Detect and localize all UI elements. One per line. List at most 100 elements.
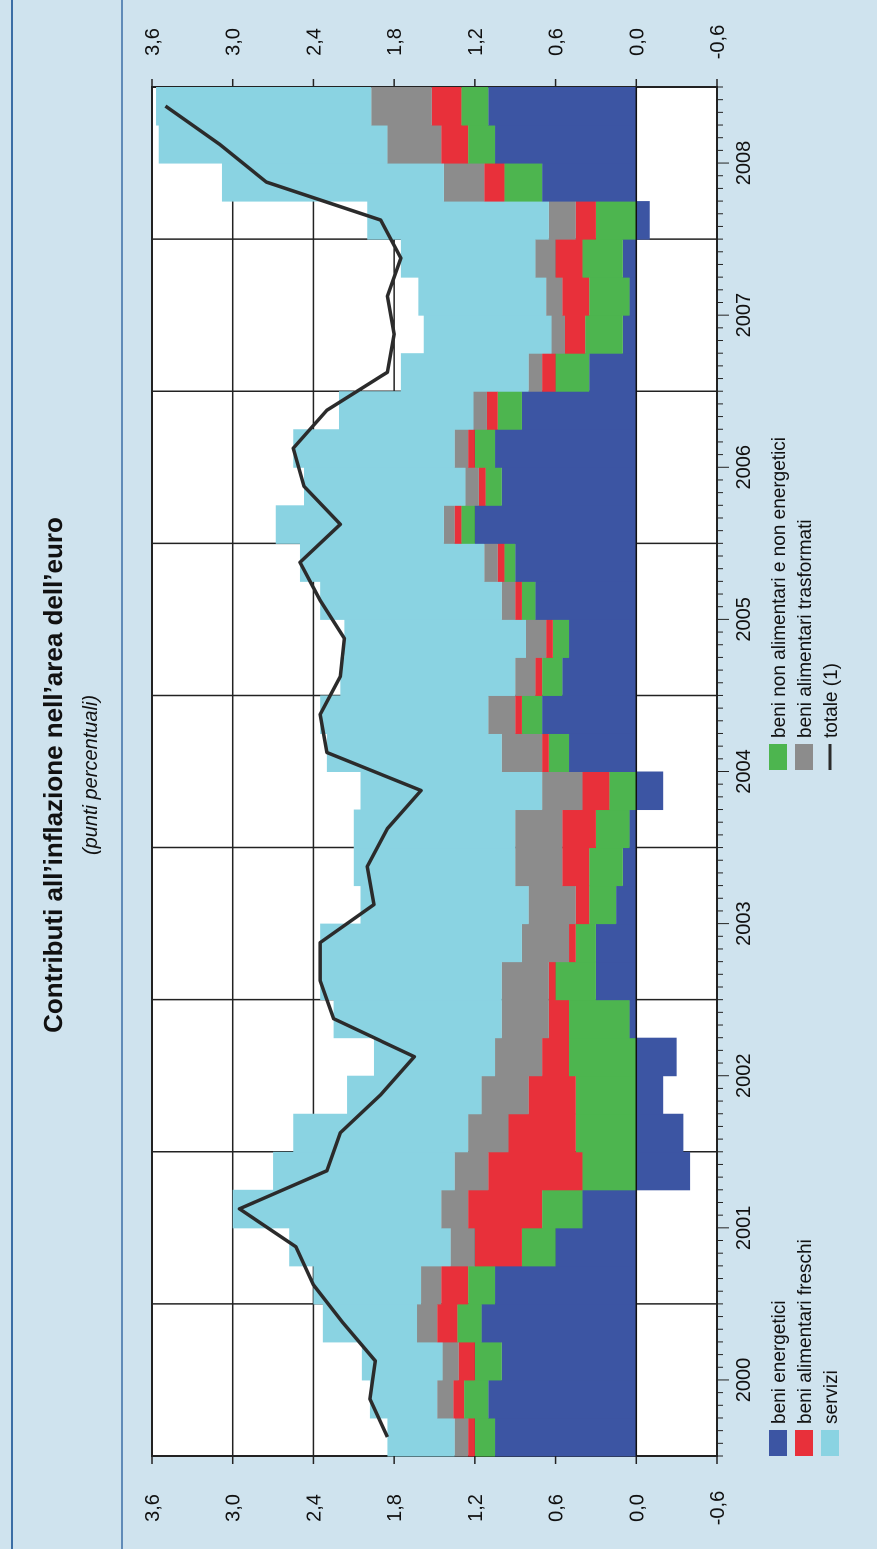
bar-segment-beni_alimentari_trasformati xyxy=(387,125,442,164)
year-tick-label: 2008 xyxy=(733,141,755,186)
legend-label: beni energetici xyxy=(769,1300,790,1424)
bar-segment-beni_alimentari_trasformati xyxy=(442,1341,459,1381)
legend-swatch-beni_alimentari_trasformati xyxy=(795,744,813,770)
bar-segment-beni_alimentari_freschi xyxy=(535,657,543,696)
legend-swatch-servizi xyxy=(821,1430,839,1456)
bar-segment-beni_non_alimentari xyxy=(542,657,563,696)
bar-segment-beni_alimentari_trasformati xyxy=(542,771,583,811)
bar-segment-beni_energetici xyxy=(495,429,637,468)
bar-segment-beni_alimentari_freschi xyxy=(582,771,610,811)
bar-segment-servizi xyxy=(299,543,485,582)
bar-segment-beni_energetici xyxy=(542,163,637,202)
bar-segment-servizi xyxy=(320,961,502,1001)
legend-swatch-beni_energetici xyxy=(769,1430,787,1456)
bar-segment-beni_alimentari_trasformati xyxy=(488,695,516,734)
bar-segment-beni_alimentari_freschi xyxy=(431,87,462,126)
bar-segment-beni_non_alimentari xyxy=(552,619,570,658)
value-tick-label: 1,2 xyxy=(465,1494,487,1522)
bar-segment-beni_non_alimentari xyxy=(521,1227,556,1267)
bar-segment-beni_alimentari_trasformati xyxy=(548,201,576,240)
bar-segment-beni_alimentari_freschi xyxy=(575,201,596,240)
value-tick-label: 0,6 xyxy=(546,28,568,56)
bar-segment-servizi xyxy=(400,353,529,392)
legend-item-beni_alimentari_freschi: beni alimentari freschi xyxy=(795,1239,816,1456)
bar-segment-beni_alimentari_trasformati xyxy=(465,467,479,506)
bar-segment-beni_alimentari_freschi xyxy=(515,695,522,734)
bar-segment-beni_non_alimentari xyxy=(461,505,475,544)
bar-segment-beni_alimentari_trasformati xyxy=(437,1379,454,1419)
bar-segment-beni_alimentari_freschi xyxy=(562,277,590,316)
bar-segment-beni_energetici xyxy=(515,543,637,582)
bar-segment-beni_alimentari_trasformati xyxy=(441,1189,469,1229)
bar-segment-beni_energetici xyxy=(629,277,637,316)
bar-segment-beni_non_alimentari xyxy=(468,1265,496,1305)
bar-segment-beni_non_alimentari xyxy=(474,429,496,468)
bar-segment-beni_non_alimentari xyxy=(575,1113,637,1153)
bar-segment-beni_alimentari_trasformati xyxy=(481,1075,529,1115)
value-tick-label: 1,2 xyxy=(465,28,487,56)
bar-segment-beni_alimentari_trasformati xyxy=(417,1303,438,1343)
bar-segment-beni_alimentari_freschi xyxy=(486,391,498,430)
bar-segment-beni_energetici xyxy=(535,581,637,620)
bar-segment-beni_alimentari_trasformati xyxy=(371,87,432,126)
year-tick-label: 2003 xyxy=(733,901,755,946)
legend-item-totale: totale (1) xyxy=(821,663,842,770)
bar-segment-beni_alimentari_freschi xyxy=(468,1189,543,1229)
value-tick-label: 1,8 xyxy=(384,28,406,56)
bar-segment-beni_non_alimentari xyxy=(589,847,623,887)
value-tick-label: 1,8 xyxy=(384,1494,406,1522)
bar-segment-beni_non_alimentari xyxy=(589,885,617,925)
bar-segment-beni_alimentari_trasformati xyxy=(528,353,543,392)
bar-segment-beni_non_alimentari xyxy=(457,1303,482,1343)
bar-segment-beni_energetici xyxy=(481,1303,637,1343)
bar-segment-beni_non_alimentari xyxy=(569,1037,637,1077)
year-tick-label: 2001 xyxy=(733,1206,755,1251)
bar-segment-servizi xyxy=(367,201,549,240)
bar-segment-beni_energetici xyxy=(589,353,637,392)
bar-segment-beni_alimentari_trasformati xyxy=(546,277,563,316)
bar-segment-beni_non_alimentari xyxy=(548,733,570,772)
bar-segment-beni_alimentari_trasformati xyxy=(454,1151,489,1191)
bar-segment-beni_non_alimentari xyxy=(504,163,543,202)
legend-swatch-beni_alimentari_freschi xyxy=(795,1430,813,1456)
year-ticks: 2000 2001 2002 2003 2004 2005 2006 2007 2008 xyxy=(733,141,755,1402)
bar-segment-beni_alimentari_trasformati xyxy=(454,1417,469,1457)
bar-segment-beni_energetici xyxy=(636,1075,664,1115)
bar-segment-beni_alimentari_trasformati xyxy=(501,581,516,620)
bar-segment-beni_non_alimentari xyxy=(485,467,502,506)
bar-segment-beni_alimentari_trasformati xyxy=(501,999,549,1039)
legend: beni energetici beni alimentari freschi se… xyxy=(769,437,842,1456)
bar-segment-beni_non_alimentari xyxy=(497,391,522,430)
bar-segment-beni_alimentari_freschi xyxy=(548,961,556,1001)
series-line-totale xyxy=(164,104,423,1438)
legend-label: beni non alimentari e non energetici xyxy=(769,437,790,738)
bar-segment-beni_alimentari_freschi xyxy=(548,999,570,1039)
year-tick-label: 2004 xyxy=(733,749,755,794)
bar-segment-beni_non_alimentari xyxy=(595,201,637,240)
bar-segment-beni_energetici xyxy=(569,733,637,772)
bar-segment-servizi xyxy=(387,1417,455,1457)
bar-segment-servizi xyxy=(347,1075,482,1115)
bar-segment-servizi xyxy=(232,1189,442,1229)
bar-segment-beni_alimentari_freschi xyxy=(562,847,590,887)
bar-segment-beni_non_alimentari xyxy=(461,87,489,126)
bar-segment-beni_non_alimentari xyxy=(474,1341,502,1381)
bar-segment-beni_alimentari_trasformati xyxy=(528,885,576,925)
bar-segment-beni_non_alimentari xyxy=(585,315,623,354)
legend-swatch-beni_non_alimentari xyxy=(769,744,787,770)
total-line-group xyxy=(164,104,423,1438)
bar-segment-servizi xyxy=(360,885,529,925)
bar-segment-beni_alimentari_freschi xyxy=(546,619,553,658)
bar-segment-beni_alimentari_freschi xyxy=(468,429,475,468)
bar-segment-beni_alimentari_freschi xyxy=(437,1303,458,1343)
bar-segment-beni_alimentari_trasformati xyxy=(473,391,487,430)
bar-segment-beni_alimentari_trasformati xyxy=(515,847,563,887)
stacked-series xyxy=(156,87,691,1457)
month-ticks xyxy=(717,86,729,1457)
bar-segment-servizi xyxy=(338,391,474,430)
value-ticks-left: -0,6 0,0 0,6 1,2 1,8 2,4 3,0 3,6 xyxy=(142,1456,729,1525)
bar-segment-servizi xyxy=(273,1151,455,1191)
value-ticks-right: -0,6 0,0 0,6 1,2 1,8 2,4 3,0 3,6 xyxy=(142,25,729,87)
bar-segment-servizi xyxy=(369,1379,438,1419)
